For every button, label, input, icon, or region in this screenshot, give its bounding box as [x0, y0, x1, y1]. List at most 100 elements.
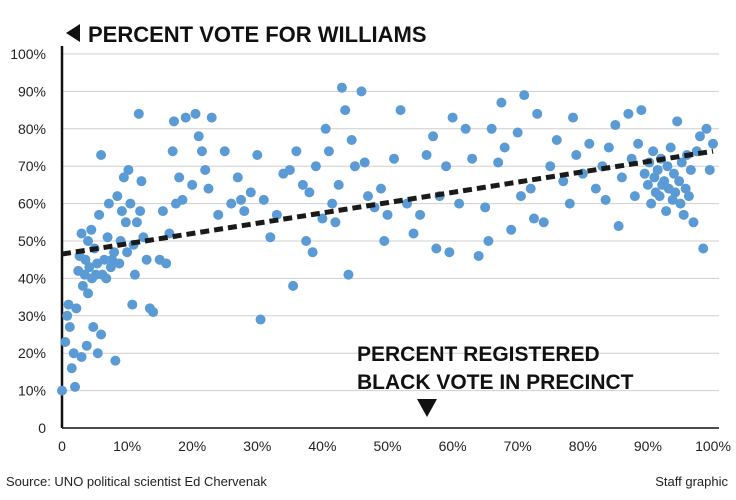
axes — [60, 46, 719, 429]
data-point — [519, 90, 530, 101]
data-point — [649, 172, 660, 183]
data-point — [584, 138, 595, 149]
data-point — [613, 221, 624, 232]
data-point — [356, 86, 367, 97]
data-point — [120, 217, 131, 228]
data-point — [694, 131, 705, 142]
x-tick-label: 70% — [504, 438, 532, 454]
data-point — [652, 164, 663, 175]
data-point — [103, 198, 114, 209]
data-point — [161, 258, 172, 269]
data-point — [135, 206, 146, 217]
data-point — [83, 236, 94, 246]
data-point — [676, 157, 687, 168]
x-tick-label: 10% — [113, 438, 141, 454]
data-point — [136, 176, 147, 187]
data-point — [362, 191, 373, 202]
data-point — [125, 198, 136, 209]
data-point — [320, 123, 331, 134]
data-point — [133, 108, 144, 119]
data-point — [525, 183, 536, 194]
data-point — [68, 348, 79, 359]
data-point — [512, 127, 523, 138]
data-point — [226, 198, 237, 209]
data-point — [101, 273, 112, 284]
data-point — [441, 161, 452, 172]
data-point — [480, 202, 491, 213]
data-point — [327, 198, 338, 209]
data-point — [187, 179, 198, 190]
data-point — [590, 183, 601, 194]
data-point — [493, 157, 504, 168]
data-point — [92, 348, 103, 359]
y-tick-labels: 0 10% 20% 30% 40% 50% 60% 70% 80% 90% 100% — [10, 46, 46, 436]
y-tick-label: 60% — [18, 196, 46, 212]
data-point — [148, 307, 159, 318]
data-point — [661, 206, 672, 217]
data-point — [63, 299, 74, 310]
data-point — [648, 146, 659, 157]
data-point — [603, 142, 614, 153]
data-point — [255, 314, 266, 325]
data-point — [105, 262, 116, 273]
data-point — [252, 149, 263, 160]
data-point — [245, 187, 256, 198]
data-point — [96, 149, 107, 160]
title-text: PERCENT VOTE FOR WILLIAMS — [88, 22, 427, 47]
data-point — [57, 385, 67, 396]
x-axis-label: PERCENT REGISTERED BLACK VOTE IN PRECINC… — [357, 343, 634, 417]
data-point — [112, 191, 123, 202]
data-point — [688, 217, 699, 228]
data-point — [467, 153, 478, 164]
data-point — [421, 149, 432, 160]
data-point — [486, 123, 497, 134]
data-point — [81, 340, 92, 351]
x-tick-labels: 0 10% 20% 30% 40% 50% 60% 70% 80% 90% 100% — [58, 438, 731, 454]
data-points — [57, 82, 718, 396]
data-point — [654, 191, 665, 202]
data-point — [685, 164, 696, 175]
x-tick-label: 60% — [439, 438, 467, 454]
data-point — [454, 198, 465, 209]
data-point — [473, 250, 484, 261]
data-point — [86, 224, 97, 235]
data-point — [76, 228, 87, 239]
data-point — [633, 138, 644, 149]
credit-note: Staff graphic — [655, 474, 728, 489]
data-point — [359, 157, 370, 168]
chart-title: PERCENT VOTE FOR WILLIAMS — [66, 22, 427, 47]
data-point — [307, 247, 318, 258]
data-point — [379, 236, 390, 246]
data-point — [80, 254, 91, 265]
data-point — [558, 176, 569, 187]
data-point — [219, 146, 230, 157]
data-point — [415, 209, 426, 220]
data-point — [116, 206, 127, 217]
data-point — [177, 194, 188, 205]
data-point — [131, 217, 142, 228]
data-point — [94, 209, 105, 220]
data-point — [506, 224, 517, 235]
data-point — [330, 217, 341, 228]
data-point — [483, 236, 494, 246]
data-point — [200, 164, 211, 175]
data-point — [623, 108, 634, 119]
data-point — [672, 116, 683, 127]
y-tick-label: 10% — [18, 383, 46, 399]
data-point — [196, 146, 207, 157]
data-point — [659, 176, 670, 187]
data-point — [288, 280, 299, 291]
data-point — [675, 198, 686, 209]
data-point — [206, 112, 217, 123]
data-point — [349, 161, 360, 172]
data-point — [99, 254, 110, 265]
trendline-group — [61, 148, 714, 257]
data-point — [343, 269, 354, 280]
data-point — [291, 146, 302, 157]
data-point — [698, 243, 709, 254]
data-point — [168, 116, 179, 127]
data-point — [428, 131, 439, 142]
data-point — [310, 161, 321, 172]
data-point — [239, 206, 250, 217]
y-tick-label: 20% — [18, 345, 46, 361]
